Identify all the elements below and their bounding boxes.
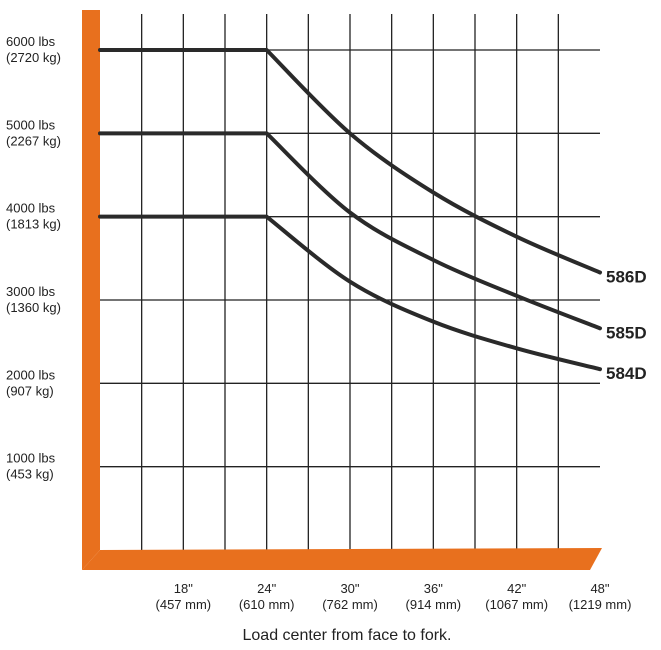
- series-label-586d: 586D: [606, 268, 647, 287]
- y-tick-sublabel: (1360 kg): [6, 300, 61, 315]
- y-tick-label: 5000 lbs: [6, 117, 56, 132]
- x-tick-label: 24": [257, 581, 276, 596]
- series-line-586d: [98, 48, 602, 275]
- y-tick-label: 2000 lbs: [6, 367, 56, 382]
- x-tick-labels: 18"(457 mm) 24"(610 mm) 30"(762 mm) 36"(914…: [156, 581, 632, 612]
- x-tick-sublabel: (914 mm): [406, 597, 462, 612]
- x-tick-label: 36": [424, 581, 443, 596]
- x-tick-sublabel: (1067 mm): [485, 597, 548, 612]
- x-tick-label: 18": [174, 581, 193, 596]
- y-tick-label: 1000 lbs: [6, 451, 56, 466]
- x-axis-label: Load center from face to fork.: [243, 627, 452, 644]
- chart-axes: [82, 10, 602, 570]
- y-tick-sublabel: (453 kg): [6, 467, 54, 482]
- x-tick-sublabel: (610 mm): [239, 597, 295, 612]
- series-line-584d: [98, 214, 602, 372]
- y-tick-sublabel: (2720 kg): [6, 50, 61, 65]
- x-axis-bar: [82, 548, 602, 570]
- y-tick-label: 4000 lbs: [6, 201, 56, 216]
- x-tick-label: 42": [507, 581, 526, 596]
- y-tick-labels: 1000 lbs(453 kg) 2000 lbs(907 kg) 3000 lbs…: [6, 34, 61, 482]
- series-label-584d: 584D: [606, 364, 647, 383]
- series-line-585d: [98, 131, 602, 331]
- y-tick-label: 3000 lbs: [6, 284, 56, 299]
- x-tick-sublabel: (762 mm): [322, 597, 378, 612]
- series-labels: 586D 585D 584D: [606, 268, 647, 384]
- y-tick-sublabel: (907 kg): [6, 383, 54, 398]
- y-tick-sublabel: (2267 kg): [6, 133, 61, 148]
- x-tick-sublabel: (1219 mm): [569, 597, 632, 612]
- x-tick-sublabel: (457 mm): [156, 597, 212, 612]
- y-tick-label: 6000 lbs: [6, 34, 56, 49]
- y-tick-sublabel: (1813 kg): [6, 217, 61, 232]
- series-label-585d: 585D: [606, 323, 647, 342]
- x-tick-label: 48": [590, 581, 609, 596]
- x-tick-label: 30": [340, 581, 359, 596]
- y-axis-bar: [82, 10, 100, 570]
- chart-curves: [98, 48, 602, 372]
